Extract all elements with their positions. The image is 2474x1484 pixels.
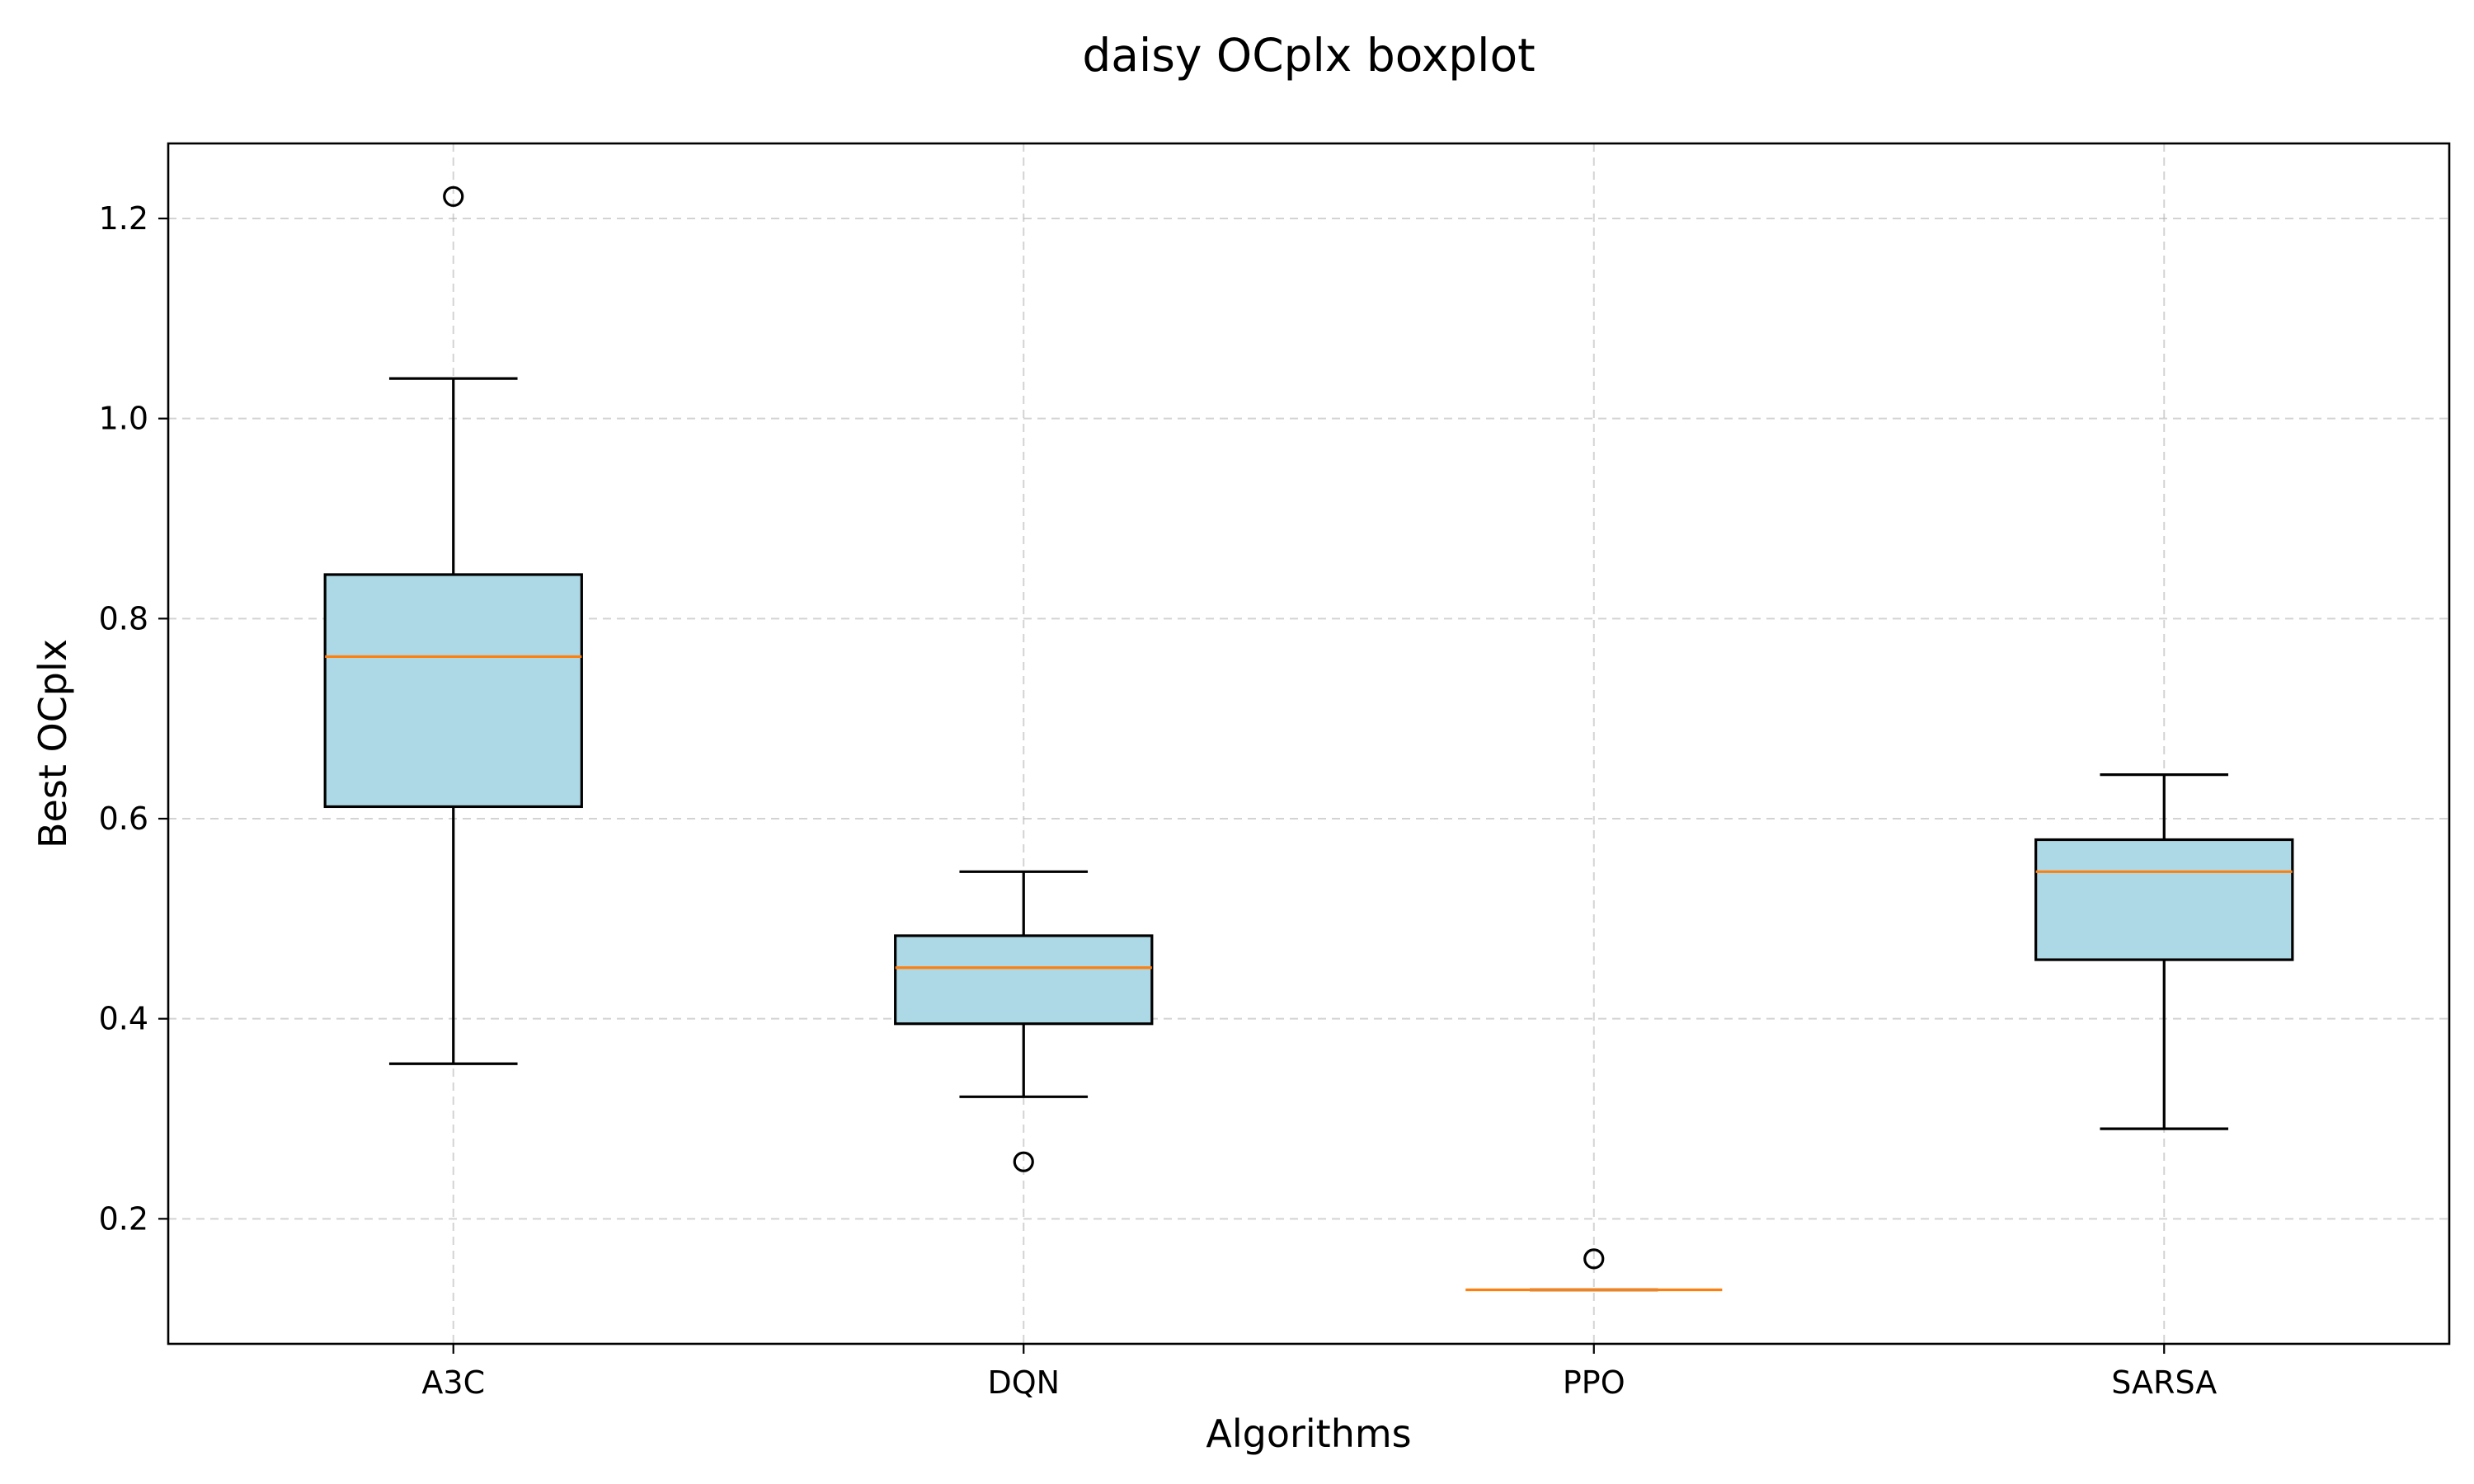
outlier-point [443, 186, 464, 207]
x-tick-label: SARSA [2111, 1364, 2217, 1401]
box-a3c [323, 186, 583, 1065]
y-tick-label: 0.4 [99, 1001, 148, 1037]
y-tick-label: 1.0 [99, 401, 148, 437]
iqr-box [894, 934, 1154, 1026]
x-tick-label: DQN [987, 1364, 1060, 1401]
box-dqn [894, 870, 1154, 1172]
y-tick-label: 0.6 [99, 801, 148, 837]
iqr-box [323, 573, 583, 809]
x-axis-label: Algorithms [1206, 1411, 1411, 1456]
chart-title: daisy OCplx boxplot [1082, 29, 1535, 82]
y-tick-label: 0.8 [99, 600, 148, 636]
y-axis-label: Best OCplx [31, 639, 75, 848]
tick-layer: 0.2 0.4 0.6 0.8 1.0 1.2 A3C DQN PPO SARSA [99, 200, 2218, 1401]
iqr-box [2034, 838, 2294, 961]
plot-area-frame [167, 142, 2451, 1345]
x-tick-label: PPO [1563, 1364, 1625, 1401]
y-tick-label: 0.2 [99, 1200, 148, 1237]
y-tick-label: 1.2 [99, 200, 148, 237]
box-layer [323, 186, 2294, 1292]
x-tick-label: A3C [421, 1364, 485, 1401]
box-sarsa [2034, 773, 2294, 1130]
outlier-point [1013, 1151, 1034, 1172]
outlier-point [1583, 1248, 1605, 1270]
box-ppo [1465, 1248, 1723, 1292]
